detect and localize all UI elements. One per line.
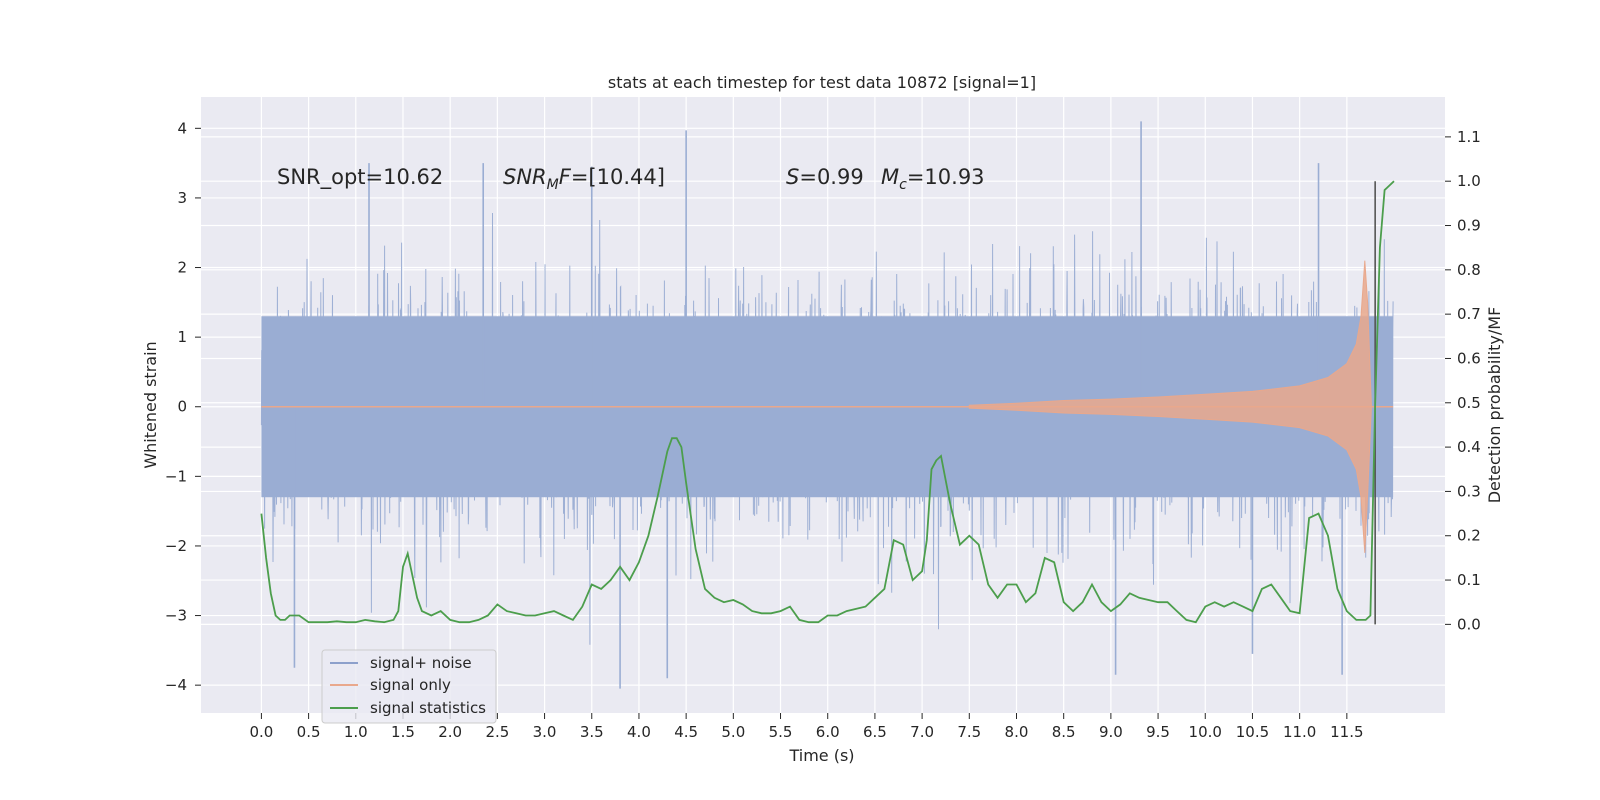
- x-tick-label: 1.5: [391, 723, 415, 741]
- x-tick-label: 10.5: [1236, 723, 1269, 741]
- y-tick-label: 2: [177, 259, 187, 277]
- y-tick-label: −3: [165, 607, 187, 625]
- y-right-axis-title: Detection probability/MF: [1485, 307, 1504, 504]
- annotation-statistic: S=0.99: [786, 165, 864, 189]
- annotation-chirp-mass-value: =10.93: [907, 165, 985, 189]
- y-tick-label: 4: [177, 119, 187, 137]
- x-tick-label: 1.0: [344, 723, 368, 741]
- y-right-tick-label: 0.3: [1457, 482, 1481, 500]
- x-tick-label: 5.5: [769, 723, 793, 741]
- y-right-tick-label: 0.1: [1457, 571, 1481, 589]
- annotation-statistic-value: =0.99: [799, 165, 863, 189]
- signal-statistics-line: [260, 180, 1395, 624]
- legend-label-signal-statistics: signal statistics: [370, 699, 486, 717]
- legend-label-signal-noise: signal+ noise: [370, 654, 472, 672]
- x-tick-label: 7.0: [910, 723, 934, 741]
- y-right-tick-label: 0.0: [1457, 615, 1481, 633]
- x-tick-label: 6.5: [863, 723, 887, 741]
- y-right-tick-label: 0.5: [1457, 394, 1481, 412]
- y-tick-label: −2: [165, 537, 187, 555]
- y-right-tick-label: 1.0: [1457, 172, 1481, 190]
- x-tick-label: 9.5: [1146, 723, 1170, 741]
- chart-title: stats at each timestep for test data 108…: [608, 73, 1036, 92]
- legend: signal+ noise signal only signal statist…: [321, 649, 497, 724]
- x-tick-label: 4.0: [627, 723, 651, 741]
- y-axis-title: Whitened strain: [141, 341, 160, 468]
- y-right-tick-label: 1.1: [1457, 128, 1481, 146]
- y-right-tick-label: 0.4: [1457, 438, 1481, 456]
- x-tick-label: 0.0: [249, 723, 273, 741]
- y-right-tick-label: 0.7: [1457, 305, 1481, 323]
- y-tick-label: 3: [177, 189, 187, 207]
- x-tick-label: 0.5: [297, 723, 321, 741]
- x-tick-label: 3.0: [533, 723, 557, 741]
- annotation-snr-mf-value: =[10.44]: [571, 165, 665, 189]
- x-tick-label: 4.5: [674, 723, 698, 741]
- annotation-snr-opt: SNR_opt=10.62: [277, 165, 443, 190]
- y-right-tick-label: 0.8: [1457, 261, 1481, 279]
- y-right-tick-label: 0.9: [1457, 217, 1481, 235]
- x-tick-label: 9.0: [1099, 723, 1123, 741]
- y-tick-label: −1: [165, 467, 187, 485]
- x-tick-label: 7.5: [957, 723, 981, 741]
- x-tick-label: 5.0: [721, 723, 745, 741]
- y-right-tick-label: 0.6: [1457, 349, 1481, 367]
- x-tick-label: 10.0: [1189, 723, 1222, 741]
- x-tick-label: 6.0: [816, 723, 840, 741]
- y-tick-label: 1: [177, 328, 187, 346]
- legend-label-signal-only: signal only: [370, 676, 451, 694]
- x-tick-label: 3.5: [580, 723, 604, 741]
- x-tick-label: 2.0: [438, 723, 462, 741]
- annotation-chirp-mass: Mc=10.93: [881, 165, 985, 193]
- x-tick-label: 11.5: [1330, 723, 1363, 741]
- x-tick-label: 8.5: [1052, 723, 1076, 741]
- x-tick-label: 11.0: [1283, 723, 1316, 741]
- x-axis-title: Time (s): [788, 746, 854, 765]
- x-tick-label: 2.5: [485, 723, 509, 741]
- annotation-snr-mf: SNRMF=[10.44]: [503, 165, 665, 193]
- y-tick-label: −4: [165, 676, 187, 694]
- x-tick-label: 8.0: [1005, 723, 1029, 741]
- legend-box: [321, 649, 497, 724]
- y-tick-label: 0: [177, 398, 187, 416]
- y-right-tick-label: 0.2: [1457, 527, 1481, 545]
